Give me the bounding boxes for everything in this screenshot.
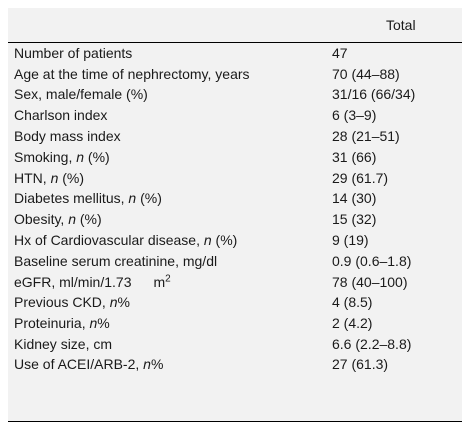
- table-row: Number of patients 47: [8, 43, 462, 64]
- row-value: 70 (44–88): [332, 65, 400, 82]
- table-bottom-rule: [8, 421, 462, 422]
- header-total-column: Total: [386, 17, 416, 33]
- row-value: 15 (32): [332, 211, 377, 228]
- patient-characteristics-table: Total Number of patients 47 Age at the t…: [8, 8, 462, 422]
- table-row: Smoking, n (%) 31 (66): [8, 146, 462, 167]
- row-label: Age at the time of nephrectomy, years: [14, 65, 250, 82]
- table-row: Charlson index 6 (3–9): [8, 105, 462, 126]
- row-label: Kidney size, cm: [14, 336, 113, 353]
- row-label: HTN, n (%): [8, 167, 332, 188]
- row-label-suffix: (%): [211, 232, 238, 249]
- row-label-text: eGFR, ml/min/1.73: [14, 273, 132, 290]
- table-row: Proteinuria, n% 2 (4.2): [8, 313, 462, 334]
- row-label-text: Use of ACEI/ARB-2,: [14, 356, 144, 373]
- row-label: Hx of Cardiovascular disease, n (%): [8, 230, 332, 251]
- row-label-suffix: %: [150, 356, 164, 373]
- row-label-suffix: %: [97, 315, 110, 332]
- table-row: Age at the time of nephrectomy, years 70…: [8, 63, 462, 84]
- data-table: Total Number of patients 47 Age at the t…: [8, 8, 462, 380]
- row-label-unit: m: [153, 273, 166, 290]
- row-label-text: Hx of Cardiovascular disease,: [14, 232, 204, 249]
- row-label-suffix: (%): [58, 169, 85, 186]
- row-label: Body mass index: [14, 128, 121, 145]
- row-value: 78 (40–100): [332, 273, 408, 290]
- row-label-suffix: (%): [136, 190, 162, 207]
- row-label: Obesity, n (%): [8, 209, 332, 230]
- table-row: eGFR, ml/min/1.73 m2 78 (40–100): [8, 271, 462, 292]
- row-label: Proteinuria, n%: [8, 313, 332, 334]
- row-label-italic: n: [68, 211, 76, 228]
- row-label: Baseline serum creatinine, mg/dl: [14, 252, 218, 269]
- header-row: Total: [8, 8, 462, 43]
- row-value: 29 (61.7): [332, 169, 389, 186]
- table-body: Number of patients 47 Age at the time of…: [8, 43, 462, 381]
- row-value: 47: [332, 45, 348, 62]
- row-label-italic: n: [109, 294, 118, 311]
- row-label-italic: n: [89, 315, 98, 332]
- row-value: 14 (30): [332, 190, 377, 207]
- row-label-italic: n: [128, 190, 137, 207]
- row-label-suffix: (%): [84, 148, 110, 165]
- row-label-italic: n: [50, 169, 59, 186]
- row-label-text: Smoking,: [14, 148, 77, 165]
- row-label: Sex, male/female (%): [14, 86, 148, 103]
- row-value: 6 (3–9): [332, 107, 377, 124]
- row-label-text: Diabetes mellitus,: [14, 190, 129, 207]
- row-value: 9 (19): [332, 232, 369, 249]
- table-row: Use of ACEI/ARB-2, n% 27 (61.3): [8, 354, 462, 380]
- row-value: 6.6 (2.2–8.8): [332, 336, 412, 353]
- row-value: 28 (21–51): [332, 128, 400, 145]
- row-label-superscript: 2: [165, 273, 171, 284]
- row-value: 4 (8.5): [332, 294, 373, 311]
- row-label-text: Obesity,: [14, 211, 69, 228]
- row-value: 27 (61.3): [332, 356, 389, 373]
- row-label-text: HTN,: [14, 169, 51, 186]
- row-label: Previous CKD, n%: [8, 292, 332, 313]
- table-header: Total: [8, 8, 462, 43]
- table-row: Kidney size, cm 6.6 (2.2–8.8): [8, 334, 462, 355]
- table-row: HTN, n (%) 29 (61.7): [8, 167, 462, 188]
- row-label-italic: n: [203, 232, 212, 249]
- row-label-text: Proteinuria,: [14, 315, 90, 332]
- row-label: Use of ACEI/ARB-2, n%: [8, 354, 332, 380]
- row-label-italic: n: [76, 148, 85, 165]
- table-row: Previous CKD, n% 4 (8.5): [8, 292, 462, 313]
- row-label: eGFR, ml/min/1.73 m2: [8, 271, 332, 292]
- row-label-suffix: %: [117, 294, 130, 311]
- row-label: Number of patients: [14, 45, 133, 62]
- row-label: Smoking, n (%): [8, 146, 332, 167]
- table-row: Baseline serum creatinine, mg/dl 0.9 (0.…: [8, 250, 462, 271]
- row-label-suffix: (%): [76, 211, 102, 228]
- row-label: Diabetes mellitus, n (%): [8, 188, 332, 209]
- row-value: 31/16 (66/34): [332, 86, 416, 103]
- table-row: Body mass index 28 (21–51): [8, 126, 462, 147]
- row-value: 2 (4.2): [332, 315, 373, 332]
- table-row: Obesity, n (%) 15 (32): [8, 209, 462, 230]
- header-label-column: [8, 8, 332, 43]
- row-label: Charlson index: [14, 107, 108, 124]
- table-row: Diabetes mellitus, n (%) 14 (30): [8, 188, 462, 209]
- table-row: Hx of Cardiovascular disease, n (%) 9 (1…: [8, 230, 462, 251]
- row-value: 31 (66): [332, 148, 377, 165]
- table-row: Sex, male/female (%) 31/16 (66/34): [8, 84, 462, 105]
- row-label-text: Previous CKD,: [14, 294, 110, 311]
- row-value: 0.9 (0.6–1.8): [332, 252, 412, 269]
- row-label-italic: n: [143, 356, 151, 373]
